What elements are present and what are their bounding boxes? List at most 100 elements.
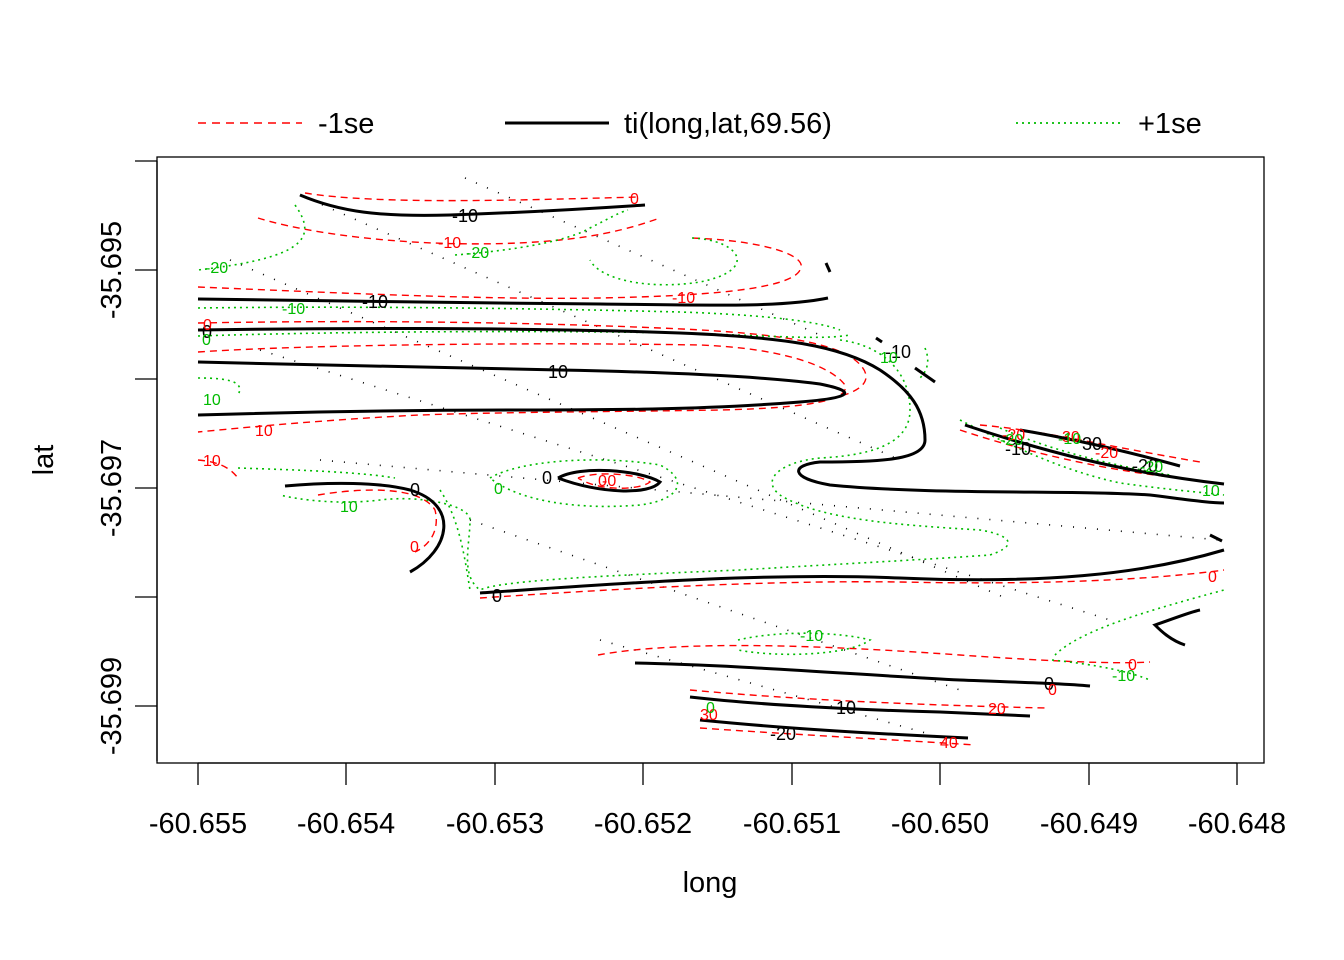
fit-contour-label: 0 — [492, 586, 502, 606]
minus-se-contour-label: 30 — [700, 707, 718, 724]
minus-se-contour-label: 30 — [1062, 429, 1080, 446]
sample-track — [319, 459, 1221, 541]
minus-se-contour-label: 0 — [1208, 569, 1217, 586]
sample-track — [469, 519, 961, 691]
fit-contour — [689, 695, 1031, 718]
plus-se-contour — [197, 204, 306, 271]
fit-contour — [284, 481, 446, 574]
fit-contour — [557, 468, 663, 493]
x-tick-label: -60.651 — [743, 808, 841, 840]
fit-contour — [1209, 533, 1223, 543]
fit-contour — [634, 661, 1091, 688]
fit-contour-label: -20 — [1132, 456, 1158, 476]
minus-se-contour — [197, 343, 847, 433]
x-tick-label: -60.649 — [1040, 808, 1138, 840]
plus-se-contour — [237, 467, 396, 479]
fit-contour-label: -10 — [452, 206, 478, 226]
plus-se-contour-label: -10 — [1112, 668, 1135, 685]
minus-se-contour-label: 0 — [630, 191, 639, 208]
plus-se-contour-label: -20 — [205, 260, 228, 277]
minus-se-contour-label: -10 — [438, 235, 461, 252]
minus-se-contour-label: 0 — [410, 539, 419, 556]
x-axis: -60.655 -60.654 -60.653 -60.652 -60.651 … — [149, 762, 1286, 899]
minus-se-contour-label: 0 — [1048, 682, 1057, 699]
minus-se-contour — [689, 689, 1046, 709]
minus-se-contour-label: 20 — [988, 701, 1006, 718]
plus-se-contour-label: -10 — [800, 628, 823, 645]
fit-contour — [197, 326, 1225, 505]
x-tick-label: -60.655 — [149, 808, 247, 840]
fit-contour-label: -10 — [885, 342, 911, 362]
fit-contour — [1152, 608, 1201, 647]
plus-se-contour-label: 0 — [706, 700, 715, 717]
fit-contour-label: 0 — [202, 322, 212, 342]
minus-se-contour-label: 10 — [203, 453, 221, 470]
minus-se-contour — [197, 320, 867, 401]
minus-se-contour — [304, 192, 641, 202]
fit-contour — [914, 366, 936, 384]
minus-se-contour-label: -20 — [1095, 445, 1118, 462]
plus-se-contour — [439, 489, 471, 591]
plus-se-contour-label: 10 — [203, 392, 221, 409]
fit-contour-label: -10 — [362, 292, 388, 312]
fit-contour-label: 0 — [1044, 674, 1054, 694]
legend-label-plus-se: +1se — [1138, 108, 1202, 140]
plus-se-contour-label: -10 — [1058, 431, 1081, 448]
fit-contour-label: -20 — [770, 724, 796, 744]
minus-se-contour-label: 0 — [598, 473, 607, 490]
plus-se-contour — [279, 339, 1009, 591]
fit-contour — [479, 548, 1225, 595]
fit-contour-label: 0 — [410, 480, 420, 500]
plus-se-contour-label: 10 — [1202, 483, 1220, 500]
plus-se-contour-label: 0 — [494, 481, 503, 498]
minus-se-contours — [197, 192, 1225, 746]
legend-label-minus-se: -1se — [318, 108, 374, 140]
plus-se-contour — [737, 632, 872, 656]
x-axis-title: long — [683, 867, 738, 899]
fit-contour-label: -10 — [1005, 439, 1031, 459]
x-tick-label: -60.648 — [1188, 808, 1286, 840]
minus-se-contour — [197, 237, 802, 300]
fit-contour-label: 10 — [548, 362, 568, 382]
x-tick-label: -60.652 — [594, 808, 692, 840]
plus-se-contour-label: 10 — [340, 499, 358, 516]
plus-se-contour — [589, 237, 738, 286]
plus-se-contour-label: 10 — [880, 350, 898, 367]
fit-contour — [197, 360, 846, 417]
fit-contour — [197, 296, 829, 307]
minus-se-contour-label: 0 — [1128, 657, 1137, 674]
minus-se-contour-label: 10 — [255, 423, 273, 440]
y-axis-title: lat — [28, 445, 60, 476]
y-tick-label: -35.695 — [96, 221, 128, 319]
fit-contour-label: 0 — [542, 468, 552, 488]
fit-contour — [299, 193, 646, 217]
plus-se-contour-label: -10 — [282, 301, 305, 318]
fit-contour — [964, 423, 1225, 486]
fit-contour-label: 30 — [1082, 434, 1102, 454]
sample-track — [599, 639, 951, 741]
minus-se-contour — [479, 569, 1225, 599]
plus-se-contour-labels: -20 -20 -10 0 10 10 10 -20 -20 10 0 -10 … — [202, 245, 1220, 717]
plus-se-contour-label: -20 — [1000, 432, 1023, 449]
fit-contour-label: 10 — [836, 698, 856, 718]
plus-se-contour — [454, 209, 629, 256]
fit-contour — [699, 718, 969, 740]
minus-se-contour — [577, 473, 652, 489]
plus-se-contour — [999, 427, 1171, 476]
fit-contour — [824, 262, 832, 273]
minus-se-contour-label: 40 — [940, 735, 958, 752]
minus-se-contour — [257, 217, 661, 245]
fit-contour-labels: -10 -10 0 10 -10 0 -10 30 -20 0 0 0 10 -… — [202, 206, 1158, 744]
minus-se-contour — [597, 644, 1151, 664]
fit-contour — [875, 336, 883, 344]
minus-se-contour-label: 0 — [203, 317, 212, 334]
plus-se-contour-label: 0 — [202, 332, 211, 349]
minus-se-contour — [699, 727, 976, 746]
fit-contours — [197, 193, 1225, 740]
minus-se-contour-label: -10 — [672, 290, 695, 307]
x-tick-label: -60.650 — [891, 808, 989, 840]
y-tick-label: -35.699 — [96, 657, 128, 755]
legend: -1se ti(long,lat,69.56) +1se — [198, 108, 1202, 140]
minus-se-contour-labels: 0 -10 -10 0 10 10 0 -20 30 -20 0 -0 0 0 … — [203, 191, 1217, 752]
plus-se-contour — [489, 459, 679, 508]
